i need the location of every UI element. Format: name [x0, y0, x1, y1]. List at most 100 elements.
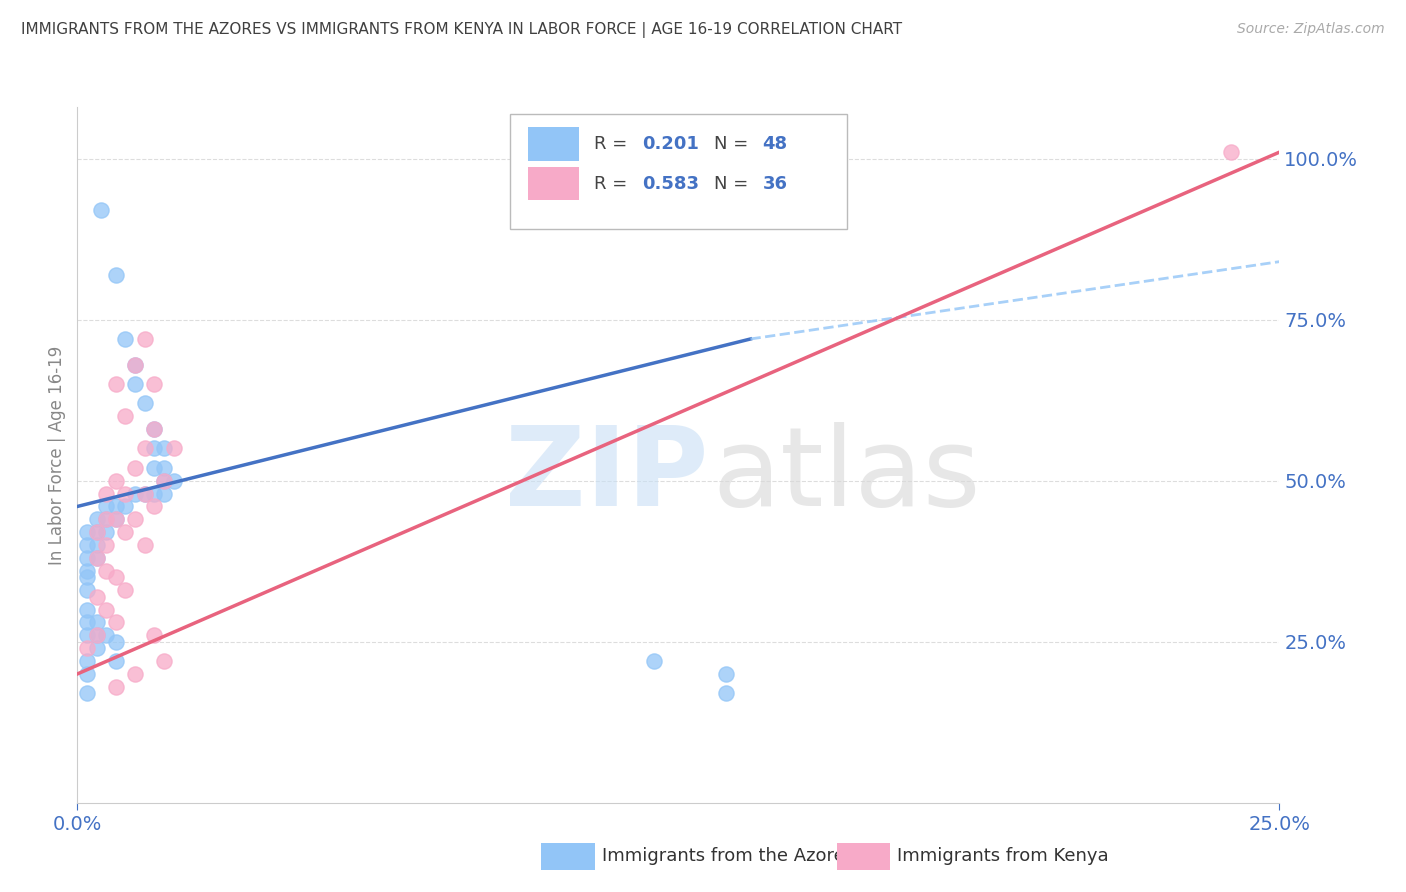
Point — [96, 628, 118, 642]
Point — [134, 332, 156, 346]
Point — [86, 628, 108, 642]
Point — [96, 602, 118, 616]
Point — [143, 422, 166, 436]
Point — [86, 538, 108, 552]
Text: R =: R = — [595, 175, 633, 193]
Point — [76, 615, 98, 630]
Point — [143, 486, 166, 500]
Point — [716, 686, 738, 700]
Point — [86, 525, 108, 540]
Text: N =: N = — [714, 175, 755, 193]
Point — [124, 460, 146, 475]
Point — [86, 590, 108, 604]
Point — [90, 203, 112, 218]
FancyBboxPatch shape — [529, 167, 579, 201]
Point — [104, 570, 127, 584]
Point — [114, 486, 136, 500]
Point — [104, 634, 127, 648]
Point — [104, 680, 127, 694]
Point — [76, 551, 98, 566]
Text: ZIP: ZIP — [505, 422, 709, 529]
Point — [134, 538, 156, 552]
Point — [143, 377, 166, 392]
Point — [104, 654, 127, 668]
Point — [76, 538, 98, 552]
Y-axis label: In Labor Force | Age 16-19: In Labor Force | Age 16-19 — [48, 345, 66, 565]
Point — [104, 512, 127, 526]
Point — [76, 525, 98, 540]
Text: 0.201: 0.201 — [643, 135, 699, 153]
Point — [96, 525, 118, 540]
Text: N =: N = — [714, 135, 755, 153]
Point — [153, 486, 176, 500]
Point — [76, 641, 98, 656]
Point — [104, 268, 127, 282]
Point — [143, 460, 166, 475]
Text: 0.583: 0.583 — [643, 175, 699, 193]
Point — [134, 442, 156, 456]
Point — [96, 564, 118, 578]
Point — [114, 332, 136, 346]
Point — [86, 525, 108, 540]
Point — [114, 500, 136, 514]
Point — [96, 538, 118, 552]
Point — [86, 615, 108, 630]
Point — [104, 500, 127, 514]
Point — [124, 358, 146, 372]
Point — [124, 377, 146, 392]
Text: Immigrants from Kenya: Immigrants from Kenya — [897, 847, 1109, 865]
Point — [643, 654, 665, 668]
Point — [153, 654, 176, 668]
Point — [134, 396, 156, 410]
Point — [96, 486, 118, 500]
Text: 48: 48 — [762, 135, 787, 153]
Point — [96, 500, 118, 514]
Point — [124, 512, 146, 526]
Point — [104, 615, 127, 630]
Point — [143, 628, 166, 642]
Point — [76, 583, 98, 598]
Point — [153, 460, 176, 475]
Point — [134, 486, 156, 500]
Point — [153, 442, 176, 456]
Point — [114, 409, 136, 424]
Point — [86, 512, 108, 526]
Point — [162, 474, 184, 488]
Point — [114, 583, 136, 598]
Point — [143, 422, 166, 436]
Text: R =: R = — [595, 135, 633, 153]
Point — [76, 654, 98, 668]
Point — [76, 628, 98, 642]
Point — [1220, 145, 1243, 160]
Point — [104, 474, 127, 488]
Point — [153, 474, 176, 488]
Text: IMMIGRANTS FROM THE AZORES VS IMMIGRANTS FROM KENYA IN LABOR FORCE | AGE 16-19 C: IMMIGRANTS FROM THE AZORES VS IMMIGRANTS… — [21, 22, 903, 38]
Point — [76, 667, 98, 681]
Point — [86, 641, 108, 656]
Point — [716, 667, 738, 681]
Point — [124, 486, 146, 500]
Point — [143, 500, 166, 514]
Point — [143, 442, 166, 456]
Point — [86, 628, 108, 642]
Point — [104, 377, 127, 392]
Point — [124, 667, 146, 681]
Point — [96, 512, 118, 526]
FancyBboxPatch shape — [510, 114, 846, 229]
Point — [86, 551, 108, 566]
Point — [76, 564, 98, 578]
Point — [124, 358, 146, 372]
Point — [76, 686, 98, 700]
Point — [162, 442, 184, 456]
Point — [76, 570, 98, 584]
Point — [153, 474, 176, 488]
Point — [96, 512, 118, 526]
Text: 36: 36 — [762, 175, 787, 193]
Text: atlas: atlas — [713, 422, 981, 529]
Text: Immigrants from the Azores: Immigrants from the Azores — [602, 847, 853, 865]
Point — [76, 602, 98, 616]
Point — [134, 486, 156, 500]
Text: Source: ZipAtlas.com: Source: ZipAtlas.com — [1237, 22, 1385, 37]
FancyBboxPatch shape — [529, 128, 579, 161]
Point — [104, 512, 127, 526]
